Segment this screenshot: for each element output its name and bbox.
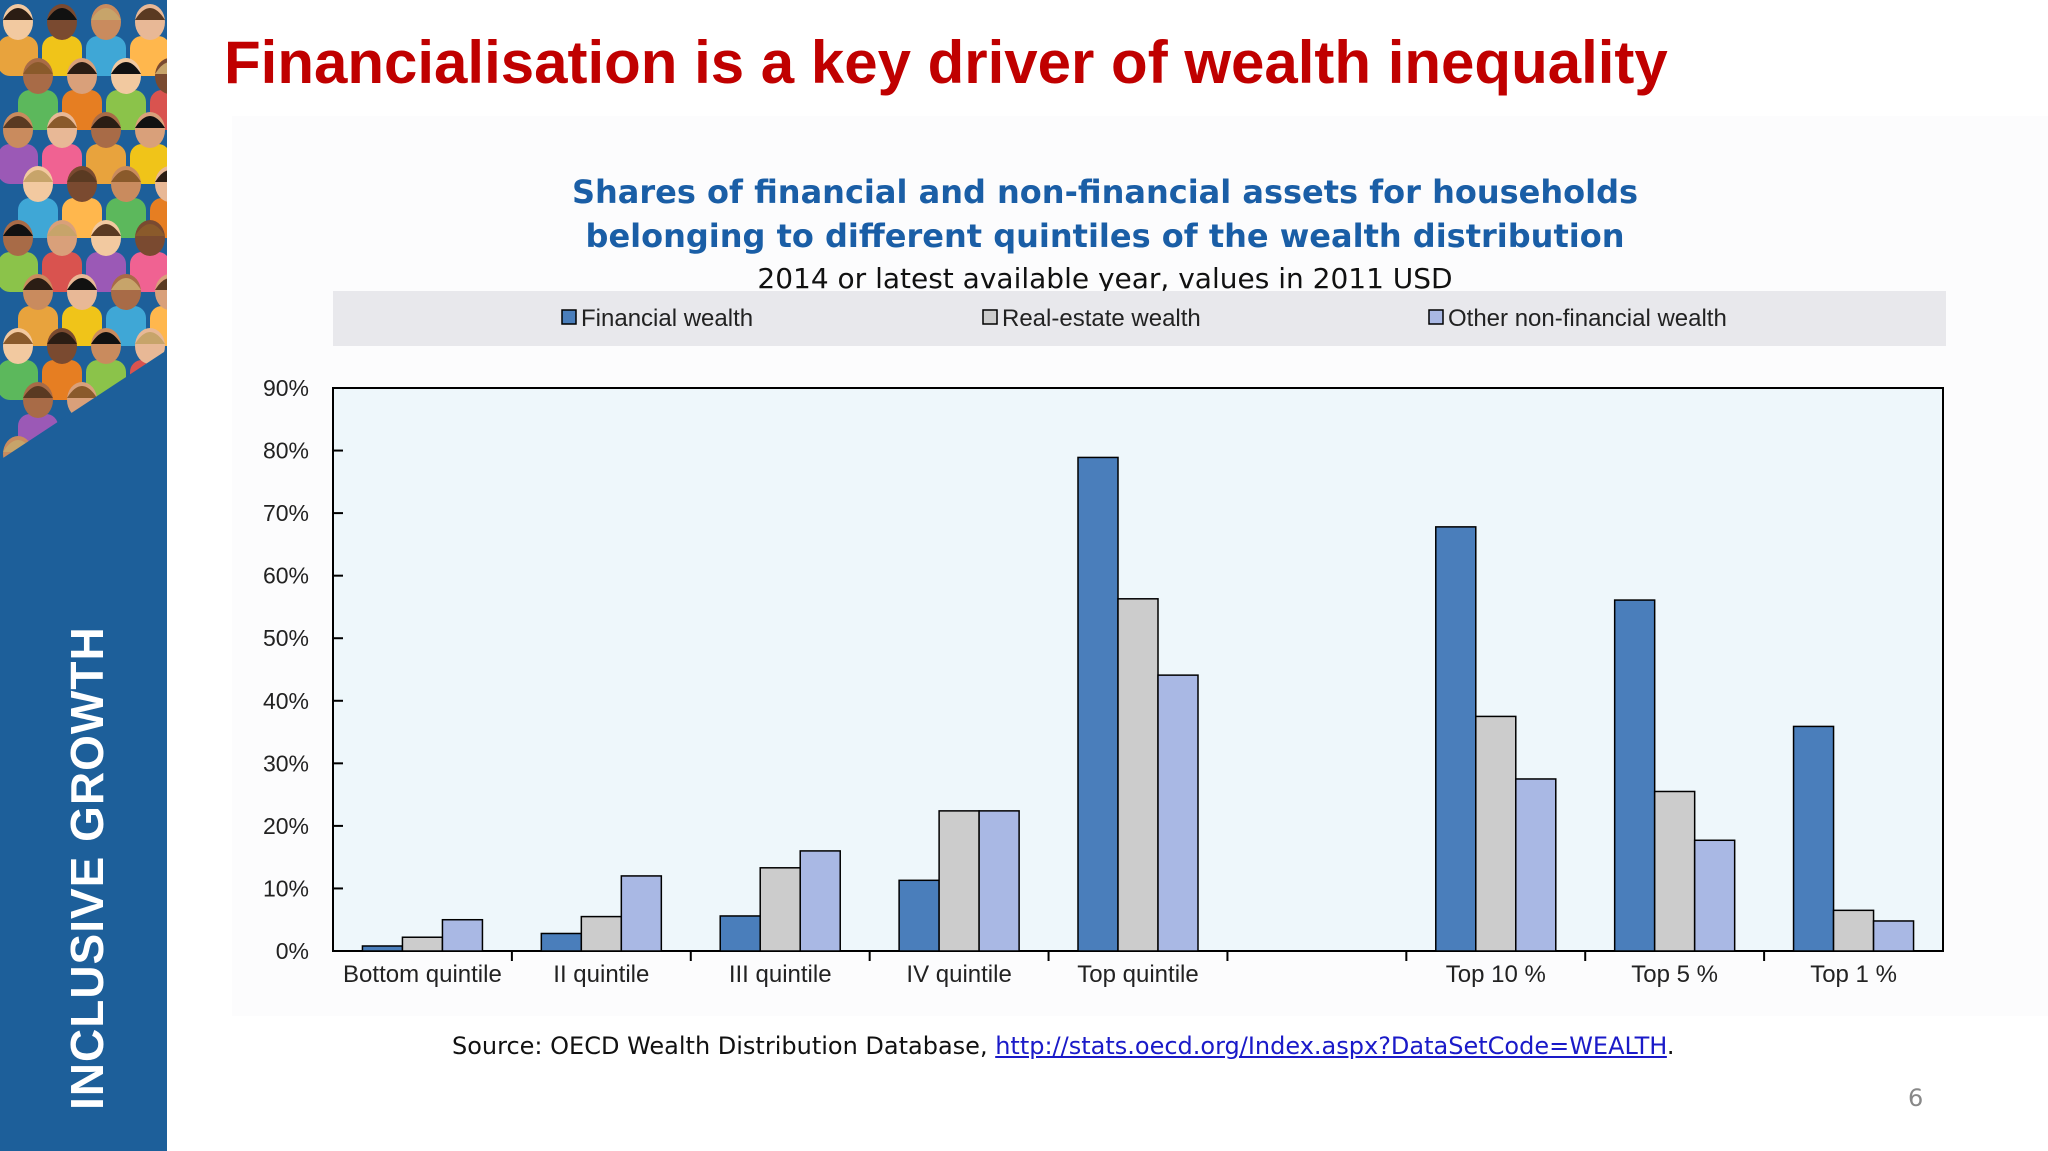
person-hair-shape <box>47 116 77 128</box>
bar <box>1117 598 1159 952</box>
person-hair-shape <box>23 278 53 290</box>
x-tick-label: Top 10 % <box>1446 961 1546 988</box>
person-hair-shape <box>111 62 141 74</box>
sidebar-banner: INCLUSIVE GROWTH <box>0 0 167 1151</box>
legend-swatch <box>561 309 577 325</box>
person-hair-shape <box>135 332 165 344</box>
x-tick-label: Bottom quintile <box>343 961 502 988</box>
y-tick-label: 60% <box>263 563 309 589</box>
person-hair-shape <box>3 116 33 128</box>
bar <box>1792 725 1835 952</box>
legend-label: Financial wealth <box>581 305 753 332</box>
person-hair-shape <box>47 332 77 344</box>
bar <box>1475 715 1517 952</box>
person-hair-shape <box>91 8 121 20</box>
person-hair-shape <box>155 278 167 290</box>
bar <box>361 945 404 952</box>
legend-label: Other non-financial wealth <box>1448 305 1727 332</box>
chart-subtitle: 2014 or latest available year, values in… <box>757 262 1453 295</box>
y-tick-label: 40% <box>263 688 309 714</box>
source-prefix: Source: OECD Wealth Distribution Databas… <box>452 1032 996 1060</box>
person-hair-shape <box>3 8 33 20</box>
y-tick-label: 90% <box>263 375 309 401</box>
person-hair-shape <box>135 116 165 128</box>
bar <box>1653 790 1696 952</box>
x-tick-label: Top quintile <box>1077 961 1198 988</box>
slide-title: Financialisation is a key driver of weal… <box>224 29 1668 96</box>
bar <box>978 810 1020 952</box>
person-hair-shape <box>155 62 167 74</box>
person-hair-shape <box>135 224 165 236</box>
x-tick-label: II quintile <box>553 961 649 988</box>
bar <box>938 810 980 952</box>
y-tick-label: 20% <box>263 813 309 839</box>
bar <box>401 936 444 952</box>
bar <box>1077 456 1119 952</box>
person-hair-shape <box>67 62 97 74</box>
person-hair-shape <box>111 278 141 290</box>
bar <box>1435 526 1477 952</box>
bar <box>1613 599 1656 952</box>
person-hair-shape <box>67 386 97 398</box>
y-tick-label: 30% <box>263 750 309 776</box>
person-hair-shape <box>23 170 53 182</box>
person-hair-shape <box>23 62 53 74</box>
bar <box>719 915 761 952</box>
y-tick-label: 10% <box>263 875 309 901</box>
person-hair-shape <box>3 224 33 236</box>
person-hair-shape <box>91 224 121 236</box>
legend-swatch <box>1428 309 1444 325</box>
person-hair-shape <box>91 332 121 344</box>
bar <box>441 918 484 952</box>
chart-title: Shares of financial and non-financial as… <box>560 170 1650 258</box>
source-link[interactable]: http://stats.oecd.org/Index.aspx?DataSet… <box>995 1032 1667 1060</box>
bar <box>1872 920 1915 952</box>
chart-title-line-1: Shares of financial and non-financial as… <box>571 173 1639 211</box>
legend-swatch <box>982 309 998 325</box>
bar <box>1515 778 1557 952</box>
person-hair-shape <box>135 8 165 20</box>
legend-box <box>333 291 1946 346</box>
bar <box>759 867 801 952</box>
y-tick-label: 70% <box>263 500 309 526</box>
crowd-illustration <box>0 4 167 540</box>
page-number: 6 <box>1908 1084 1924 1112</box>
source-suffix: . <box>1666 1032 1675 1060</box>
x-tick-label: Top 5 % <box>1631 961 1718 988</box>
banner-diagonal-shape <box>0 350 167 540</box>
bar <box>1157 674 1199 952</box>
person-hair-shape <box>111 170 141 182</box>
source-note: Source: OECD Wealth Distribution Databas… <box>452 1032 1675 1060</box>
legend-label: Real-estate wealth <box>1002 305 1201 332</box>
person-hair-shape <box>47 8 77 20</box>
bar <box>898 879 940 952</box>
x-tick-label: Top 1 % <box>1810 961 1897 988</box>
person-hair-shape <box>23 386 53 398</box>
bar <box>799 850 841 952</box>
y-tick-label: 80% <box>263 438 309 464</box>
person-hair-shape <box>3 332 33 344</box>
x-tick-label: IV quintile <box>906 961 1011 988</box>
person-hair-shape <box>155 170 167 182</box>
chart-title-line-2: belonging to different quintiles of the … <box>585 217 1625 255</box>
y-tick-label: 0% <box>276 938 309 964</box>
person-hair-shape <box>47 224 77 236</box>
bar <box>540 932 583 952</box>
person-hair-shape <box>67 278 97 290</box>
x-tick-label: III quintile <box>729 961 832 988</box>
person-hair-shape <box>91 116 121 128</box>
bar <box>580 915 623 952</box>
bar <box>620 875 663 952</box>
bar <box>1832 909 1875 952</box>
bar <box>1693 839 1736 952</box>
y-tick-label: 50% <box>263 625 309 651</box>
person-hair-shape <box>67 170 97 182</box>
